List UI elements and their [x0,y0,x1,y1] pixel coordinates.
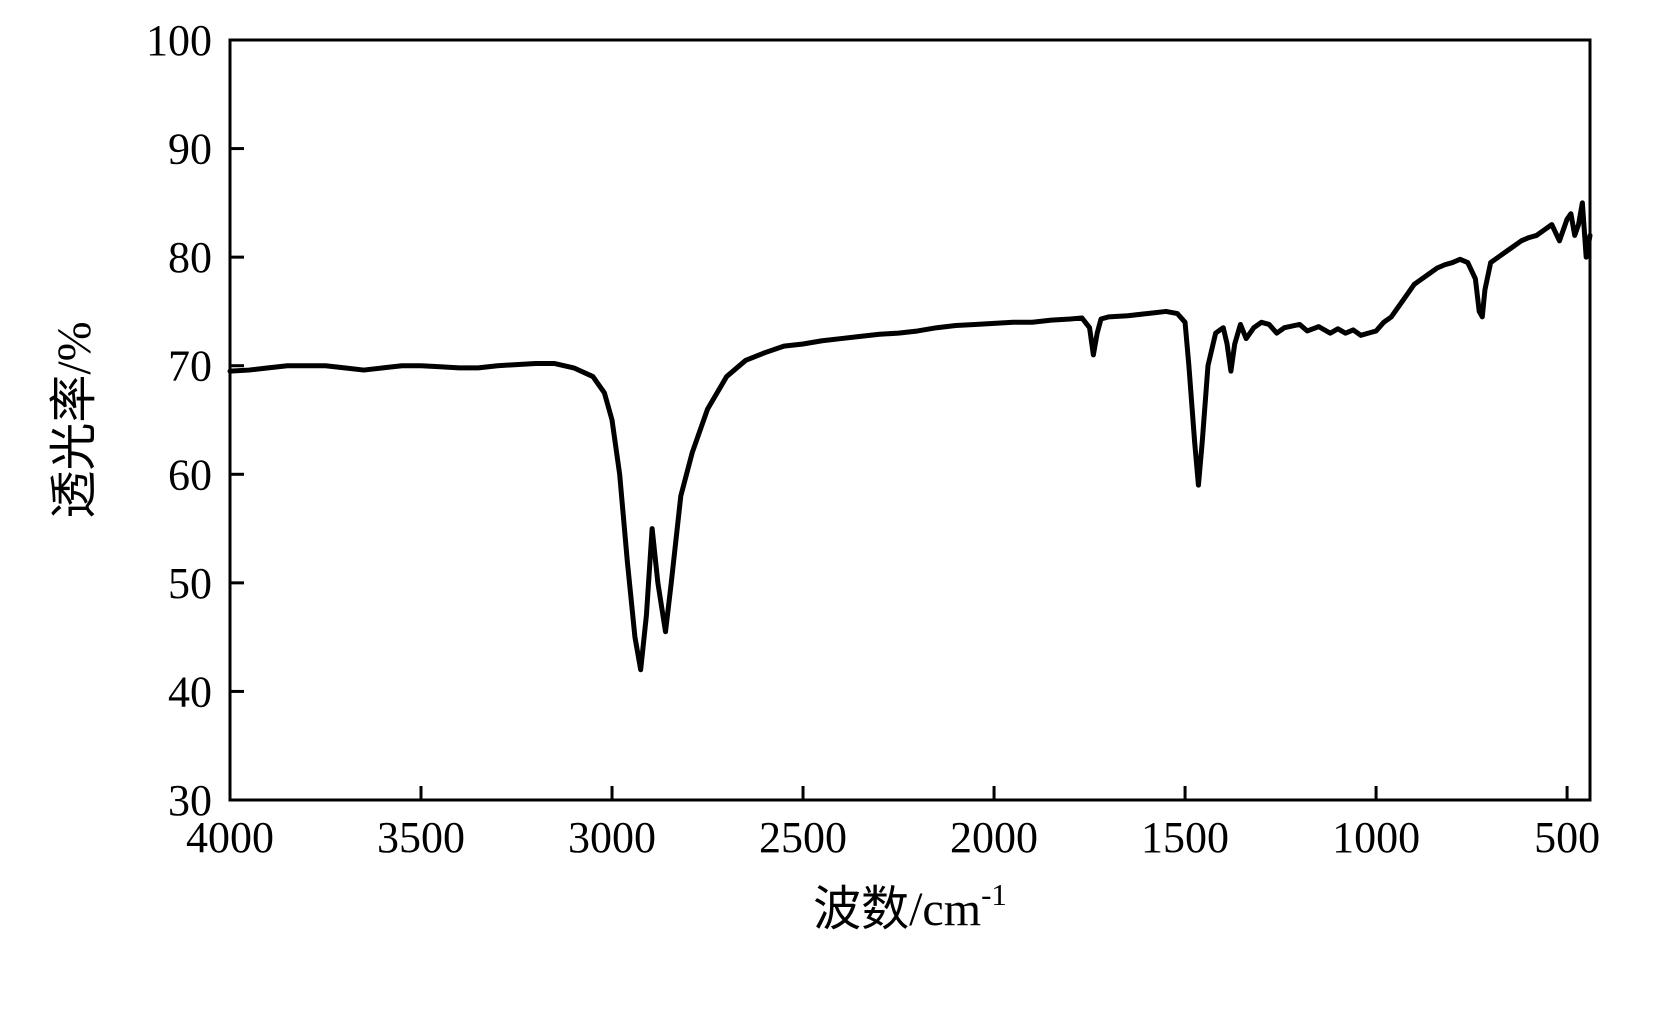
y-tick-label: 80 [168,233,212,282]
plot-border [230,40,1590,800]
x-tick-label: 500 [1534,813,1600,862]
x-axis-label: 波数/cm-1 [813,877,1007,936]
y-axis-label: 透光率/% [48,321,101,518]
ir-spectrum-chart: 4000350030002500200015001000500304050607… [0,0,1666,1017]
y-tick-label: 60 [168,450,212,499]
spectrum-line [230,203,1590,670]
y-tick-label: 40 [168,667,212,716]
x-tick-label: 3500 [377,813,465,862]
x-tick-label: 2500 [759,813,847,862]
y-tick-label: 50 [168,559,212,608]
x-tick-label: 3000 [568,813,656,862]
x-tick-label: 1500 [1141,813,1229,862]
y-tick-label: 70 [168,342,212,391]
y-tick-label: 90 [168,125,212,174]
x-tick-label: 2000 [950,813,1038,862]
y-tick-label: 100 [146,16,212,65]
x-tick-label: 1000 [1332,813,1420,862]
y-tick-label: 30 [168,776,212,825]
